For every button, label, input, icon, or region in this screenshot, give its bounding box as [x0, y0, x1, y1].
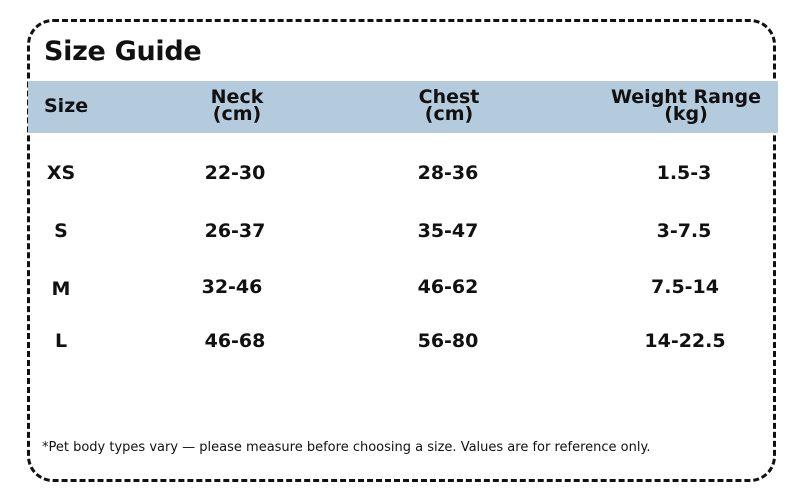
size-cell: S — [54, 220, 68, 242]
chest-cell: 28-36 — [417, 162, 479, 184]
weight-cell: 7.5-14 — [651, 276, 719, 298]
chest-cell: 35-47 — [417, 220, 479, 242]
size-guide-card — [27, 19, 776, 482]
column-header-chest: Chest (cm) — [418, 86, 480, 125]
neck-cell: 22-30 — [204, 162, 266, 184]
weight-cell: 14-22.5 — [644, 330, 726, 352]
neck-cell: 32-46 — [201, 276, 263, 298]
column-header-neck: Neck (cm) — [210, 86, 264, 125]
chest-cell: 56-80 — [417, 330, 479, 352]
column-header-size: Size — [44, 95, 89, 117]
footnote: *Pet body types vary — please measure be… — [42, 440, 651, 455]
neck-cell: 26-37 — [204, 220, 266, 242]
column-header-weight-range: Weight Range (kg) — [611, 86, 761, 125]
table-header — [28, 81, 778, 133]
page-title: Size Guide — [44, 36, 202, 67]
weight-cell: 1.5-3 — [656, 162, 712, 184]
size-cell: M — [51, 278, 71, 300]
size-cell: XS — [46, 162, 76, 184]
chest-cell: 46-62 — [417, 276, 479, 298]
weight-cell: 3-7.5 — [656, 220, 712, 242]
size-cell: L — [54, 330, 68, 352]
neck-cell: 46-68 — [204, 330, 266, 352]
